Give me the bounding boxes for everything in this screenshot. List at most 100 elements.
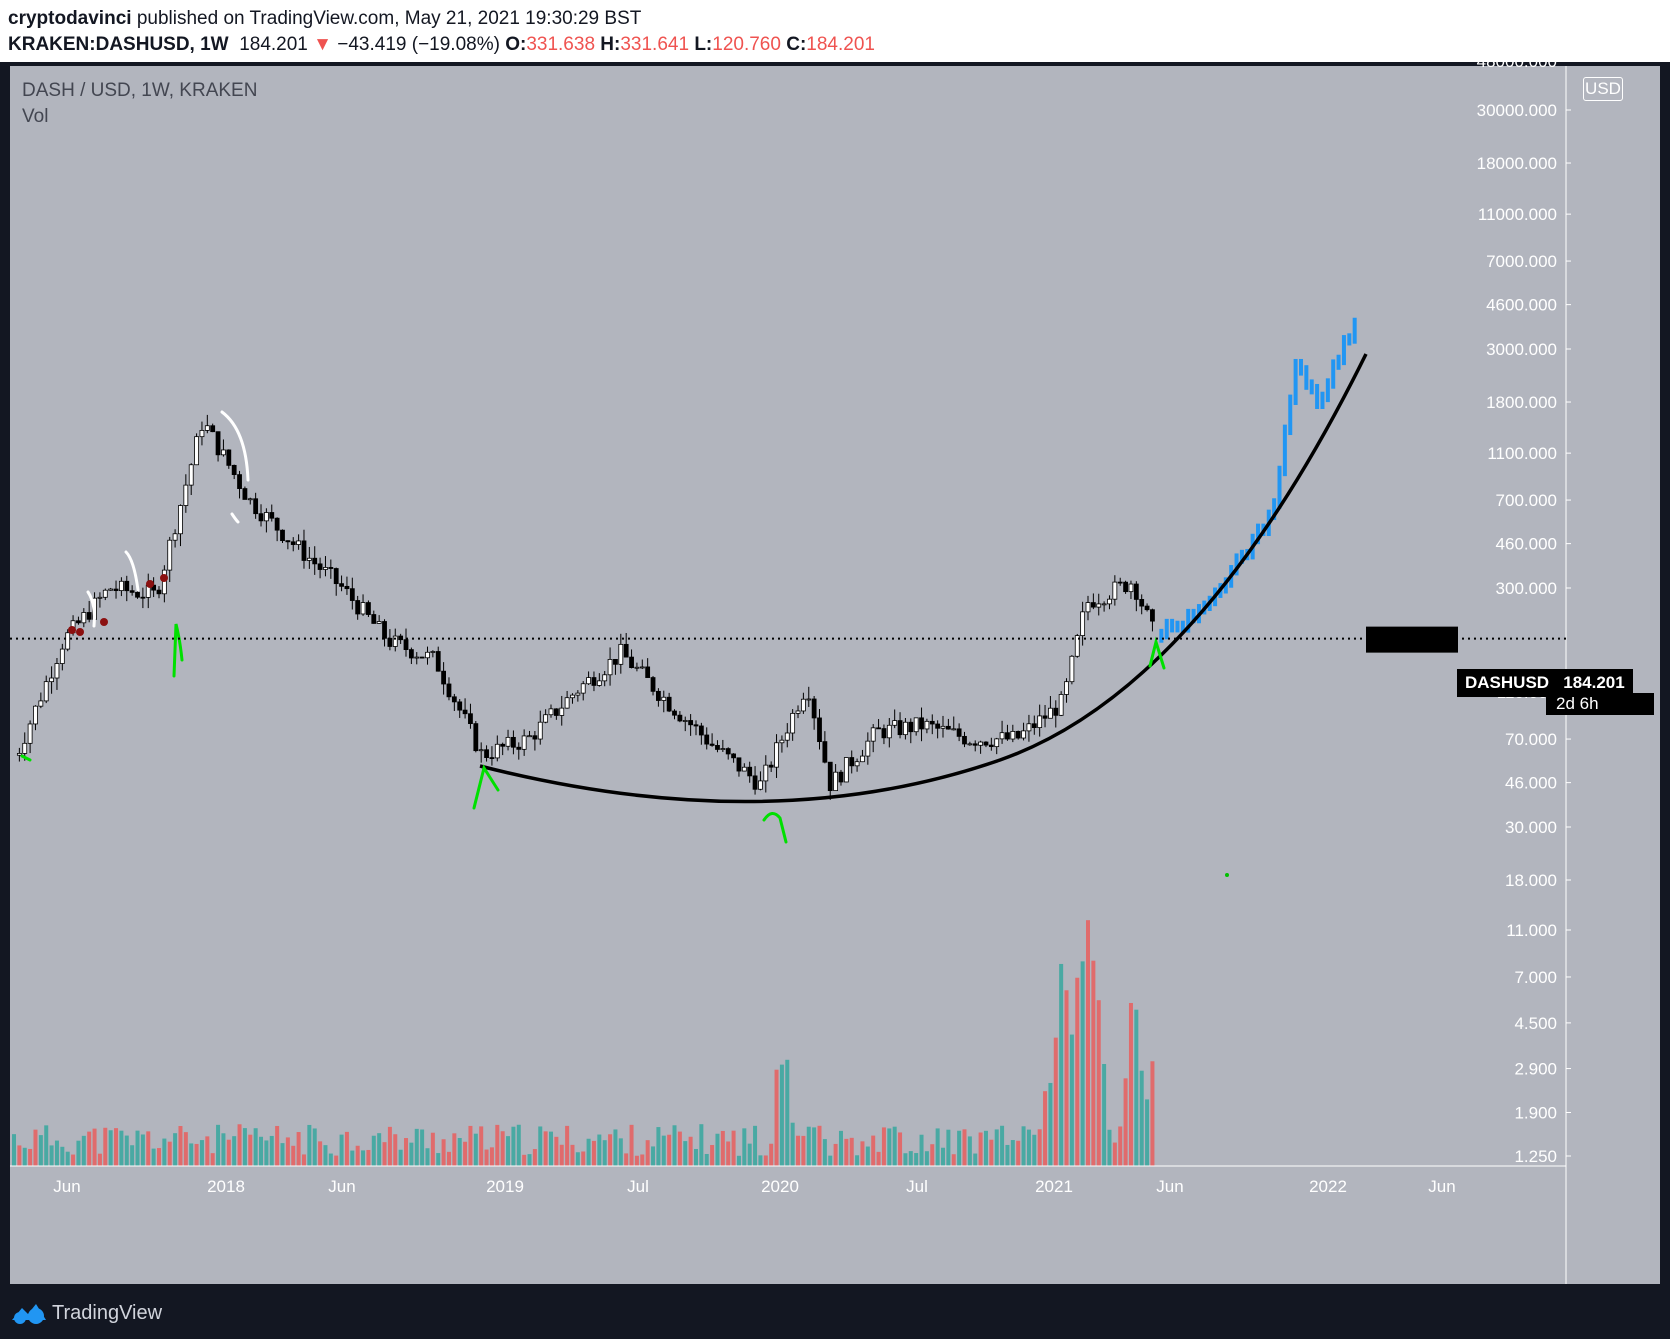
symbol-label[interactable]: KRAKEN:DASHUSD, 1W — [8, 34, 229, 55]
volume-bar — [640, 1154, 645, 1166]
volume-bar — [591, 1140, 596, 1166]
volume-bar — [1059, 963, 1064, 1166]
volume-bar — [28, 1148, 33, 1166]
candle — [720, 748, 726, 750]
candle — [323, 567, 328, 570]
volume-bar — [586, 1138, 591, 1166]
volume-bar — [377, 1133, 382, 1166]
open-label: O: — [505, 34, 527, 55]
candle — [602, 674, 608, 682]
volume-bar — [790, 1122, 795, 1166]
bar-countdown: 2d 6h — [1546, 693, 1654, 715]
volume-bar — [828, 1155, 833, 1166]
volume-bar — [677, 1131, 682, 1166]
chart-pane[interactable] — [10, 66, 1660, 1284]
candle — [768, 764, 774, 768]
volume-bar — [838, 1130, 843, 1166]
volume-bar — [645, 1140, 650, 1166]
volume-bar — [1005, 1144, 1010, 1166]
projected-candle — [1304, 365, 1309, 390]
candle — [59, 648, 65, 664]
candle — [1080, 611, 1086, 636]
candle — [33, 705, 38, 725]
volume-bar — [339, 1134, 344, 1166]
volume-bar — [941, 1147, 946, 1166]
candle — [156, 589, 162, 595]
candle — [677, 714, 683, 722]
volume-bar — [1112, 1142, 1117, 1166]
candle — [833, 771, 839, 792]
volume-bar — [581, 1151, 586, 1166]
candle — [1069, 655, 1075, 683]
volume-bar — [140, 1134, 145, 1166]
candle — [178, 505, 183, 535]
volume-bar — [822, 1139, 827, 1166]
volume-bar — [935, 1128, 940, 1166]
volume-bar — [259, 1136, 264, 1166]
tradingview-logo-icon[interactable] — [10, 1300, 48, 1324]
volume-bar — [1107, 1129, 1112, 1166]
green-annotation — [472, 764, 500, 810]
candle — [897, 720, 903, 736]
candle — [306, 557, 312, 561]
candle — [752, 775, 758, 790]
volume-bar — [511, 1126, 516, 1166]
candle — [913, 717, 919, 733]
volume-bar — [194, 1143, 199, 1166]
volume-bar — [420, 1129, 425, 1166]
candle — [972, 743, 978, 746]
candle — [22, 742, 28, 754]
price-axis-label: 1800.000 — [1486, 393, 1557, 412]
candle — [129, 590, 135, 593]
candle — [382, 621, 387, 639]
footer-brand[interactable]: TradingView — [52, 1302, 163, 1324]
author-name[interactable]: cryptodavinci — [8, 8, 132, 29]
volume-bar — [264, 1140, 269, 1166]
candle — [210, 425, 216, 433]
candle — [580, 683, 586, 694]
volume-bar — [860, 1141, 865, 1166]
candle — [736, 757, 742, 772]
candle — [258, 513, 264, 522]
candle — [645, 666, 651, 678]
candle — [430, 651, 436, 653]
projected-candle — [1170, 618, 1175, 633]
candle — [591, 677, 597, 686]
footer-bar — [0, 1286, 1670, 1339]
candle — [516, 746, 522, 750]
candle — [290, 541, 296, 545]
volume-bar — [951, 1154, 956, 1166]
candle — [86, 612, 92, 620]
volume-bar — [769, 1143, 774, 1166]
volume-bar — [366, 1149, 371, 1166]
volume-bar — [446, 1151, 451, 1166]
currency-badge[interactable]: USD — [1583, 77, 1623, 101]
candle — [1058, 694, 1064, 716]
candle — [698, 725, 704, 736]
volume-bar — [280, 1143, 285, 1166]
volume-bar — [393, 1134, 398, 1166]
last-price: 184.201 — [239, 34, 308, 55]
volume-bar — [334, 1155, 339, 1166]
chart-legend-title[interactable]: DASH / USD, 1W, KRAKEN — [22, 80, 258, 101]
candle — [435, 651, 441, 672]
volume-bar — [565, 1125, 570, 1166]
candle — [119, 580, 124, 592]
candle — [27, 723, 33, 744]
volume-bar — [758, 1155, 763, 1166]
projected-candle — [1282, 424, 1287, 477]
volume-bar — [817, 1125, 822, 1166]
volume-bar — [833, 1143, 838, 1166]
red-marker — [76, 628, 84, 636]
candle — [140, 596, 146, 599]
candle — [849, 757, 855, 767]
volume-legend[interactable]: Vol — [22, 106, 49, 127]
volume-bar — [881, 1127, 886, 1166]
volume-bar — [344, 1131, 349, 1166]
candle — [494, 743, 500, 759]
candle — [672, 710, 677, 716]
candle — [747, 766, 753, 777]
candle — [956, 728, 962, 737]
candle — [425, 651, 430, 659]
